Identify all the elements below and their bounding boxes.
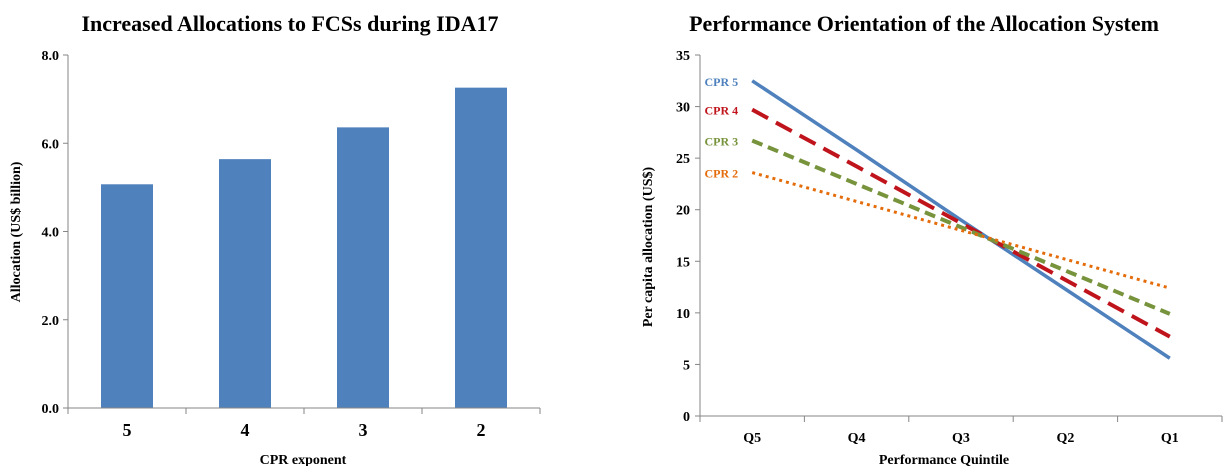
line-chart-y-tick-label: 15 bbox=[676, 255, 690, 270]
bar-chart-y-tick-label: 2.0 bbox=[42, 314, 60, 329]
line-chart-y-tick-labels: 0 5 10 15 20 25 30 35 bbox=[676, 49, 690, 425]
line-chart-x-tick-label: Q1 bbox=[1161, 431, 1179, 446]
line-chart-y-tick-label: 30 bbox=[676, 101, 690, 116]
series-label: CPR 3 bbox=[705, 135, 739, 149]
bar-chart-y-tick-labels: 0.0 2.0 4.0 6.0 8.0 bbox=[42, 49, 60, 417]
line-chart-x-tick-labels: Q5 Q4 Q3 Q2 Q1 bbox=[743, 431, 1178, 446]
bar-chart-title: Increased Allocations to FCSs during IDA… bbox=[81, 11, 498, 36]
bar-chart-y-tick-label: 0.0 bbox=[42, 402, 60, 417]
line-chart-series bbox=[751, 79, 1171, 360]
bar bbox=[101, 184, 153, 408]
series-line-cpr-2 bbox=[751, 171, 1171, 290]
bar-chart-bars bbox=[101, 87, 507, 409]
bar-chart-tick-marks bbox=[63, 54, 541, 414]
series-label: CPR 4 bbox=[705, 104, 739, 118]
bar bbox=[337, 127, 389, 409]
bar-chart-x-tick-label: 4 bbox=[241, 420, 250, 440]
bar-chart-x-tick-labels: 5 4 3 2 bbox=[123, 420, 486, 440]
line-chart-y-tick-label: 25 bbox=[676, 152, 690, 167]
line-chart-tick-marks bbox=[695, 54, 1223, 422]
bar-chart-xlabel: CPR exponent bbox=[260, 453, 347, 466]
bar-chart-y-tick-label: 6.0 bbox=[42, 137, 60, 152]
line-chart-x-tick-label: Q3 bbox=[952, 431, 970, 446]
line-chart-xlabel: Performance Quintile bbox=[879, 453, 1009, 466]
line-chart-x-tick-label: Q5 bbox=[743, 431, 761, 446]
line-chart-y-tick-label: 20 bbox=[676, 204, 690, 219]
line-chart-x-tick-label: Q2 bbox=[1056, 431, 1074, 446]
bar-chart-y-tick-label: 4.0 bbox=[42, 226, 60, 241]
series-label: CPR 2 bbox=[705, 167, 739, 181]
line-chart-title: Performance Orientation of the Allocatio… bbox=[689, 11, 1159, 36]
bar-chart-y-tick-label: 8.0 bbox=[42, 49, 60, 64]
series-line-cpr-3 bbox=[751, 138, 1171, 316]
line-chart-y-tick-label: 35 bbox=[676, 49, 690, 64]
line-chart-y-tick-label: 0 bbox=[683, 410, 690, 425]
line-chart-y-tick-label: 10 bbox=[676, 307, 690, 322]
bar bbox=[455, 87, 507, 408]
series-line-cpr-4 bbox=[751, 107, 1171, 339]
series-line-cpr-5 bbox=[751, 79, 1171, 360]
series-label: CPR 5 bbox=[705, 75, 739, 89]
bar-chart-ylabel: Allocation (US$ billion) bbox=[9, 161, 24, 302]
bar-chart: Increased Allocations to FCSs during IDA… bbox=[9, 11, 541, 466]
bar-chart-x-tick-label: 5 bbox=[123, 420, 132, 440]
bar bbox=[219, 159, 271, 408]
line-chart-ylabel: Per capita allocation (US$) bbox=[641, 167, 656, 328]
line-chart-series-labels: CPR 5 CPR 4 CPR 3 CPR 2 bbox=[705, 75, 739, 181]
line-chart-x-tick-label: Q4 bbox=[848, 431, 866, 446]
bar-chart-x-tick-label: 2 bbox=[477, 420, 486, 440]
line-chart-y-tick-label: 5 bbox=[683, 358, 690, 373]
bar-chart-x-tick-label: 3 bbox=[359, 420, 368, 440]
line-chart: Performance Orientation of the Allocatio… bbox=[641, 11, 1223, 466]
